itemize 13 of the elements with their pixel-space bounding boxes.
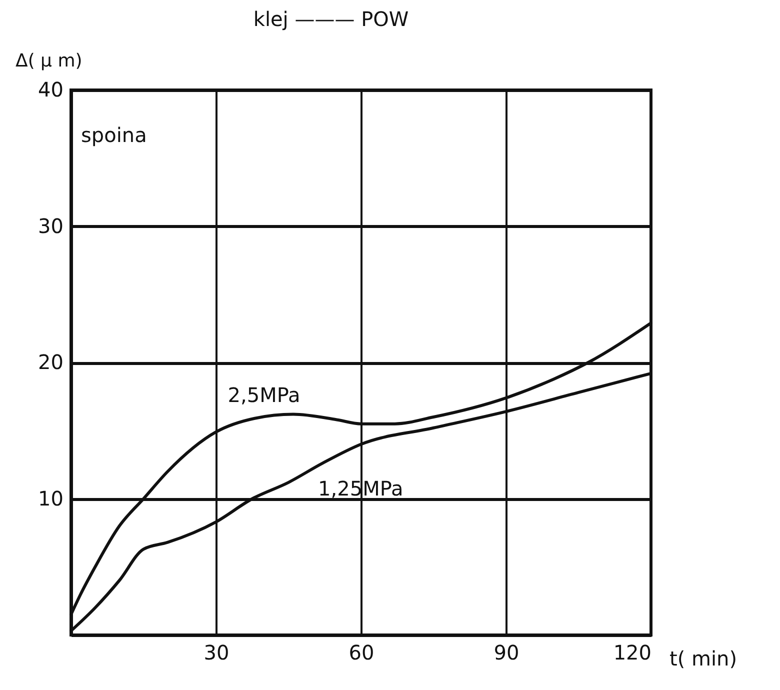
y-tick-label: 10	[38, 486, 64, 510]
annotation: 2,5MPa	[228, 382, 300, 407]
y-axis-title: Δ( μ m)	[16, 50, 82, 72]
y-tick-label: 20	[38, 350, 64, 374]
x-tick-label: 120	[613, 640, 652, 664]
y-tick-label: 40	[38, 78, 64, 102]
x-tick-label: 30	[204, 640, 230, 664]
x-tick-label: 90	[494, 640, 520, 664]
y-tick-label: 30	[38, 214, 64, 238]
x-axis-title: t( min)	[670, 646, 738, 670]
chart-title: klej ——— POW	[253, 7, 409, 31]
x-tick-label: 60	[348, 640, 374, 664]
annotation: spoina	[81, 123, 147, 147]
